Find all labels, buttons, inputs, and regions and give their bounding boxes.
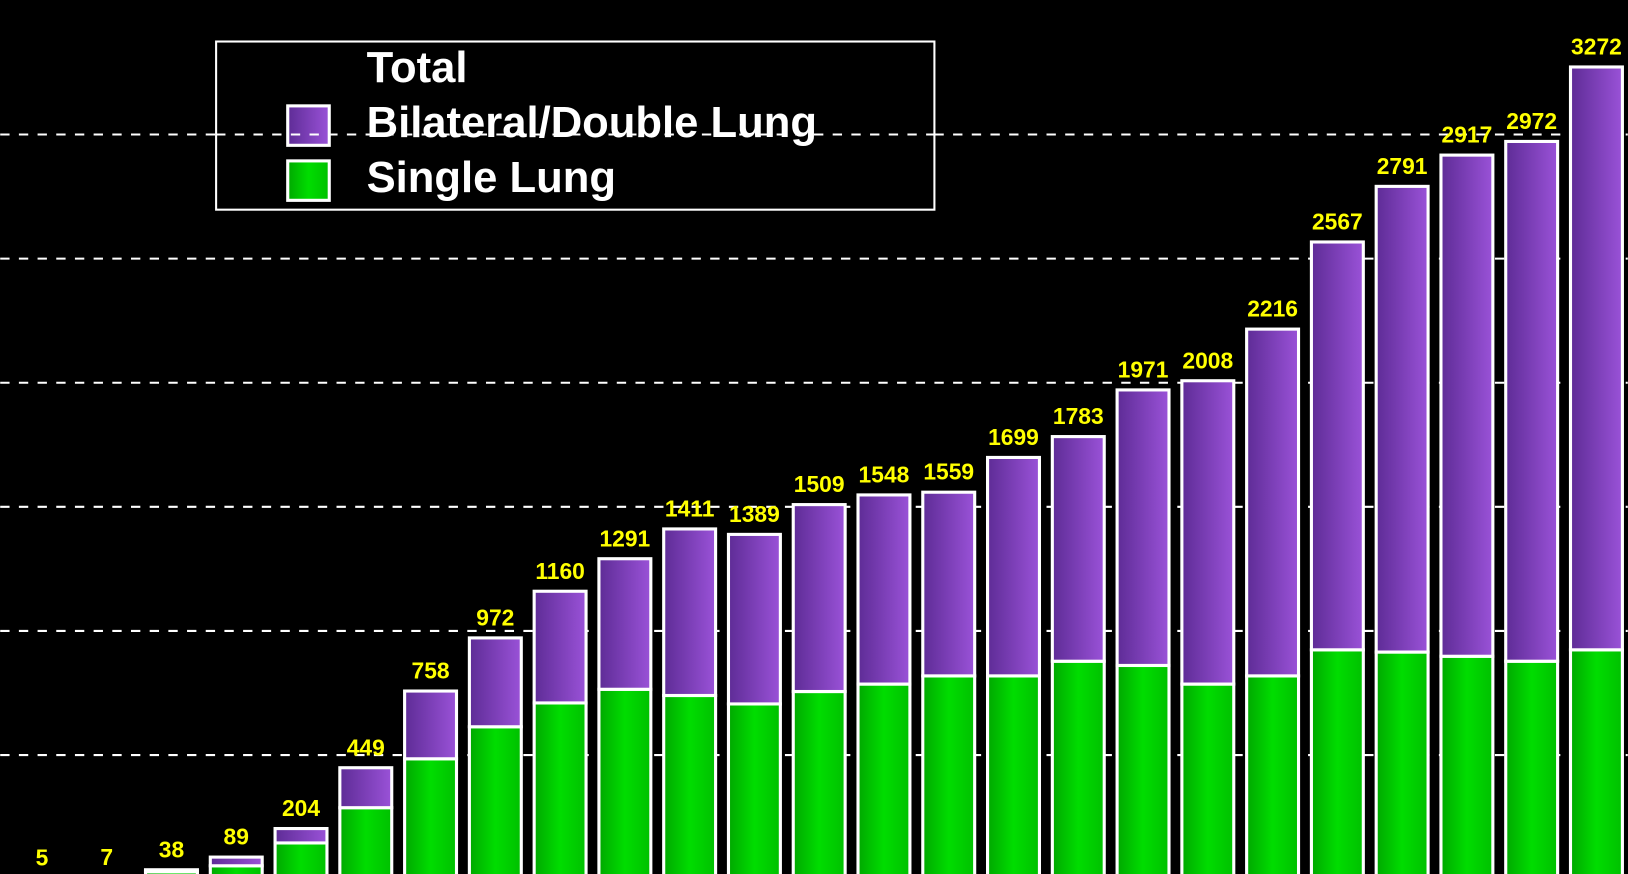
total-label: 1411 (665, 495, 715, 521)
bar-segment (1180, 379, 1236, 686)
bar-segment (273, 826, 329, 845)
bar-segment (403, 689, 459, 761)
bar-segment (597, 557, 653, 691)
bar-segment (1374, 650, 1430, 874)
bar-segment (532, 701, 588, 874)
bar-segment (1309, 240, 1365, 652)
bar-segment (856, 493, 912, 686)
total-label: 1509 (794, 471, 845, 497)
total-label: 2567 (1312, 209, 1363, 235)
bar-segment (143, 868, 199, 874)
legend-title: Total (367, 44, 468, 92)
total-label: 5 (36, 844, 49, 870)
total-label: 1971 (1118, 356, 1169, 382)
bar-segment (662, 527, 718, 698)
total-label: 1291 (599, 525, 650, 551)
bar-segment (403, 757, 459, 874)
total-label: 89 (224, 824, 249, 850)
total-label: 2791 (1377, 153, 1428, 179)
total-label: 7 (100, 844, 113, 870)
bar-segment (1309, 648, 1365, 874)
bar-segment (985, 674, 1042, 874)
total-label: 2917 (1442, 122, 1493, 148)
total-label: 1699 (988, 424, 1039, 450)
bar-segment (273, 841, 329, 874)
bar-segment (597, 687, 653, 874)
bar-segment (1050, 659, 1106, 874)
legend-label: Single Lung (367, 154, 616, 202)
bar-segment (856, 682, 912, 874)
legend: Total Bilateral/Double Lung Single Lung (215, 40, 936, 211)
bar-segment (1115, 388, 1171, 668)
bar-segment (1568, 65, 1624, 652)
bar-segment (791, 689, 847, 874)
bar-segment (1245, 674, 1301, 874)
total-label: 1389 (729, 501, 780, 527)
bar-segment (467, 636, 523, 729)
bar-segment (1115, 663, 1171, 874)
bar-segment (662, 693, 718, 874)
bar-segment (726, 532, 782, 706)
total-label: 2972 (1506, 108, 1557, 134)
bar-segment (1439, 654, 1495, 874)
total-label: 972 (476, 604, 514, 630)
total-label: 1160 (535, 558, 585, 584)
bar-segment (338, 766, 394, 810)
bar-segment (1245, 327, 1301, 678)
bar-segment (1050, 435, 1106, 663)
total-label: 2216 (1247, 296, 1298, 322)
legend-swatch (286, 104, 331, 147)
bar-segment (1180, 682, 1236, 874)
total-label: 449 (347, 734, 385, 760)
bar-segment (467, 725, 523, 874)
bar-segment (791, 503, 847, 694)
total-label: 2008 (1182, 347, 1233, 373)
legend-box (215, 40, 936, 211)
bar-segment (921, 490, 977, 678)
total-label: 38 (159, 836, 184, 862)
bar-segment (726, 702, 782, 874)
legend-label: Bilateral/Double Lung (367, 99, 817, 147)
total-label: 3272 (1571, 34, 1622, 60)
total-label: 758 (412, 658, 450, 684)
bar-segment (338, 806, 394, 874)
bar-segment (985, 455, 1042, 678)
bar-segment (1439, 153, 1495, 658)
total-label: 1559 (923, 459, 974, 485)
bar-segment (1374, 184, 1430, 654)
bar-segment (532, 589, 588, 705)
total-label: 1548 (859, 461, 910, 487)
bar-segment (1568, 648, 1624, 874)
total-label: 204 (282, 795, 320, 821)
bar-segment (1504, 139, 1560, 663)
bar-segment (208, 855, 264, 868)
legend-swatch (286, 159, 331, 202)
bar-segment (921, 674, 977, 874)
total-label: 1783 (1053, 403, 1104, 429)
bar-segment (1504, 659, 1560, 874)
